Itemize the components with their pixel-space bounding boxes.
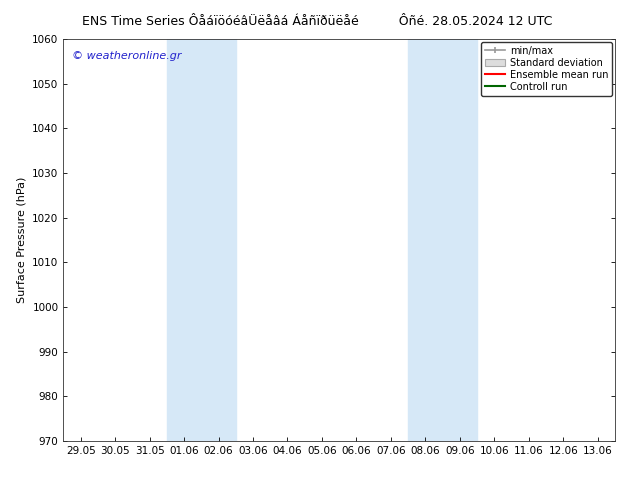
- Text: ENS Time Series ÔåáïöóéâÜëåâá Áåñïðüëåé          Ôñé. 28.05.2024 12 UTC: ENS Time Series ÔåáïöóéâÜëåâá Áåñïðüëåé …: [82, 15, 552, 28]
- Bar: [408, 39, 477, 441]
- Y-axis label: Surface Pressure (hPa): Surface Pressure (hPa): [16, 177, 27, 303]
- Text: © weatheronline.gr: © weatheronline.gr: [72, 51, 181, 61]
- Bar: [167, 39, 236, 441]
- Legend: min/max, Standard deviation, Ensemble mean run, Controll run: min/max, Standard deviation, Ensemble me…: [481, 42, 612, 96]
